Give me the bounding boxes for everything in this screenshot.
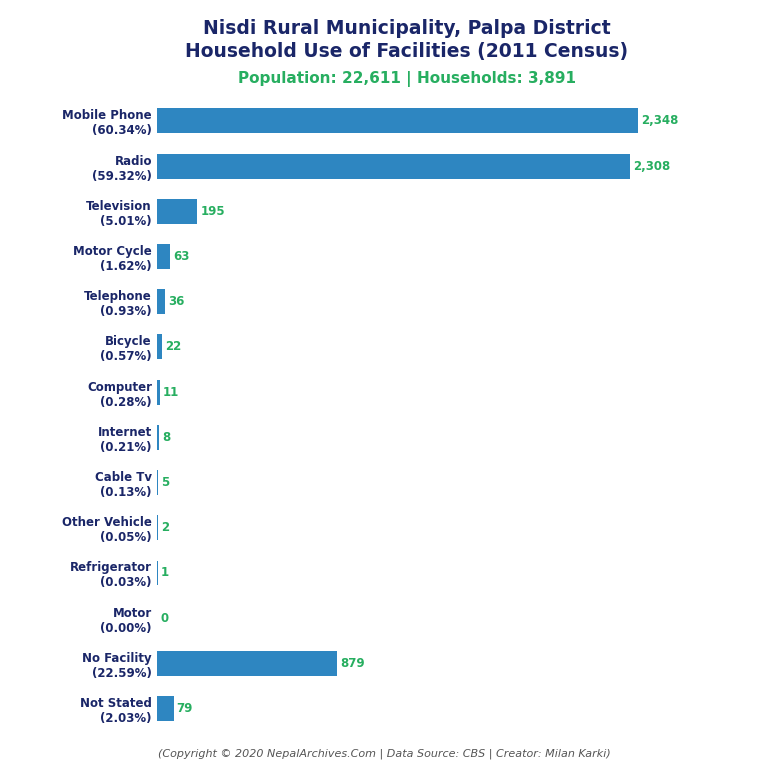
Text: 879: 879 — [340, 657, 365, 670]
Text: Household Use of Facilities (2011 Census): Household Use of Facilities (2011 Census… — [186, 42, 628, 61]
Bar — [157, 470, 158, 495]
Text: 0: 0 — [161, 611, 169, 624]
Text: Population: 22,611 | Households: 3,891: Population: 22,611 | Households: 3,891 — [238, 71, 576, 87]
Text: 2,348: 2,348 — [641, 114, 679, 127]
Text: 2,308: 2,308 — [633, 160, 670, 173]
Text: 22: 22 — [165, 340, 181, 353]
Bar — [157, 290, 165, 314]
Bar — [157, 696, 174, 721]
Bar — [157, 335, 162, 359]
Text: 63: 63 — [174, 250, 190, 263]
Bar — [157, 651, 337, 676]
Text: 5: 5 — [161, 476, 170, 489]
Bar — [157, 244, 170, 269]
Text: 8: 8 — [162, 431, 170, 444]
Text: 2: 2 — [161, 521, 169, 535]
Text: 36: 36 — [168, 295, 184, 308]
Text: 195: 195 — [200, 205, 225, 218]
Bar — [157, 108, 638, 134]
Text: (Copyright © 2020 NepalArchives.Com | Data Source: CBS | Creator: Milan Karki): (Copyright © 2020 NepalArchives.Com | Da… — [157, 748, 611, 759]
Bar — [157, 199, 197, 223]
Bar — [157, 425, 159, 450]
Text: Nisdi Rural Municipality, Palpa District: Nisdi Rural Municipality, Palpa District — [204, 19, 611, 38]
Bar — [157, 379, 160, 405]
Text: 79: 79 — [177, 702, 193, 715]
Text: 11: 11 — [163, 386, 179, 399]
Text: 1: 1 — [161, 567, 169, 579]
Bar — [157, 154, 630, 178]
